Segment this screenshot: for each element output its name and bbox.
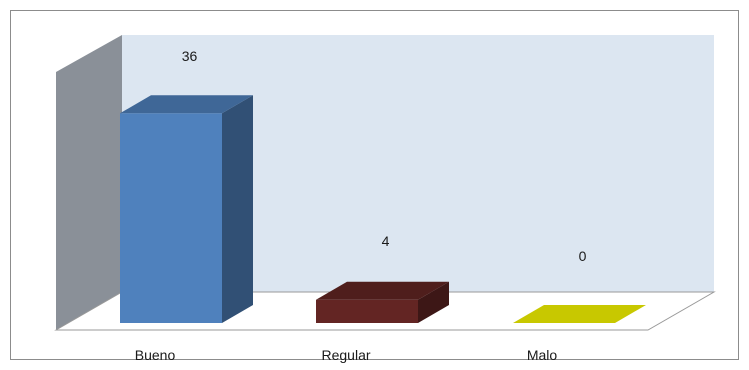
bar-malo — [513, 305, 646, 323]
bar-side-face — [418, 281, 449, 323]
category-labels-layer: Bueno Regular Malo — [135, 347, 558, 363]
category-label-regular: Regular — [321, 347, 370, 363]
category-label-malo: Malo — [527, 347, 558, 363]
category-label-bueno: Bueno — [135, 347, 176, 363]
side-wall — [56, 35, 122, 330]
bar-top-face — [316, 281, 449, 300]
bar-side-face — [222, 95, 253, 323]
data-label-regular: 4 — [382, 233, 390, 249]
back-wall — [122, 35, 714, 292]
bar-bueno — [120, 95, 253, 323]
bars-layer — [120, 95, 646, 323]
bar-front-face — [120, 113, 222, 323]
bar-front-face — [316, 299, 418, 323]
bar-regular — [316, 281, 449, 323]
data-label-bueno: 36 — [182, 48, 198, 64]
bar-top-face — [513, 305, 646, 323]
bar-top-face — [120, 95, 253, 114]
data-label-malo: 0 — [579, 248, 587, 264]
data-labels-layer: 36 4 0 — [182, 48, 587, 264]
